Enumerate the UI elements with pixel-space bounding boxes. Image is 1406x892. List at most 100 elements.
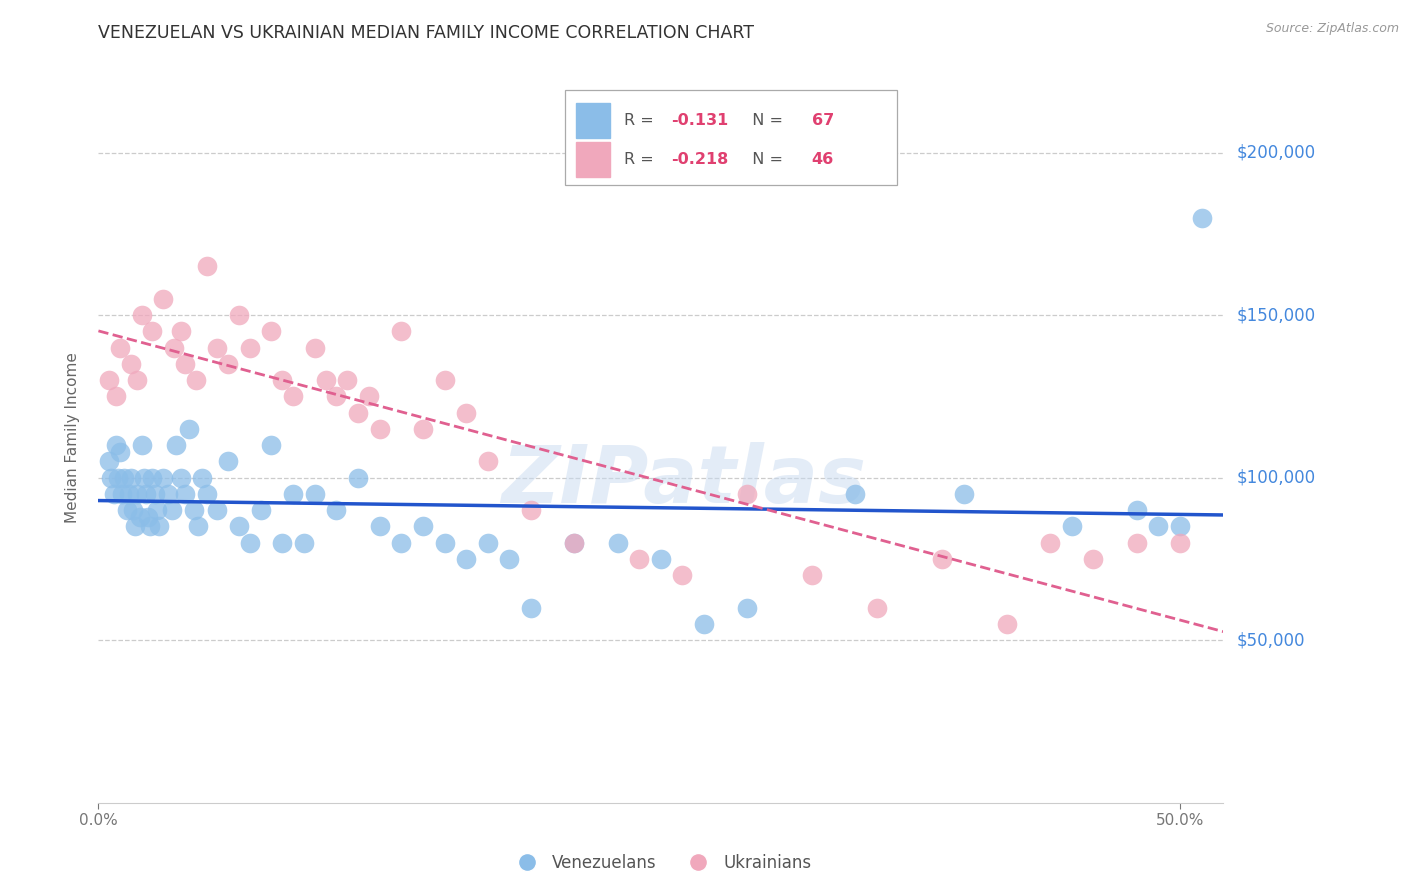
- Point: [1168, 535, 1191, 549]
- Point: [143, 487, 166, 501]
- Legend: Venezuelans, Ukrainians: Venezuelans, Ukrainians: [503, 847, 818, 879]
- Point: [179, 422, 201, 436]
- Point: [118, 487, 141, 501]
- Point: [217, 357, 239, 371]
- Text: $100,000: $100,000: [1237, 468, 1316, 487]
- Text: N =: N =: [742, 113, 787, 128]
- Text: -0.131: -0.131: [671, 113, 728, 128]
- Point: [174, 357, 197, 371]
- Point: [127, 373, 149, 387]
- Point: [477, 535, 499, 549]
- Point: [136, 509, 159, 524]
- Point: [239, 535, 262, 549]
- Point: [562, 535, 585, 549]
- Point: [412, 422, 434, 436]
- Point: [139, 519, 162, 533]
- Point: [271, 373, 294, 387]
- Point: [1060, 519, 1083, 533]
- Point: [844, 487, 866, 501]
- Point: [520, 503, 543, 517]
- Text: R =: R =: [624, 152, 658, 167]
- Point: [671, 568, 693, 582]
- Point: [108, 444, 131, 458]
- Text: $50,000: $50,000: [1237, 632, 1306, 649]
- Point: [1039, 535, 1062, 549]
- Point: [111, 487, 134, 501]
- Point: [357, 389, 380, 403]
- Point: [184, 373, 207, 387]
- Point: [174, 487, 197, 501]
- Text: $200,000: $200,000: [1237, 144, 1316, 161]
- Point: [191, 471, 214, 485]
- Point: [207, 503, 229, 517]
- Point: [160, 503, 183, 517]
- Point: [207, 341, 229, 355]
- Point: [650, 552, 672, 566]
- Point: [562, 535, 585, 549]
- Point: [304, 487, 326, 501]
- Text: VENEZUELAN VS UKRAINIAN MEDIAN FAMILY INCOME CORRELATION CHART: VENEZUELAN VS UKRAINIAN MEDIAN FAMILY IN…: [98, 24, 755, 42]
- Point: [127, 487, 149, 501]
- Point: [315, 373, 337, 387]
- Point: [1168, 519, 1191, 533]
- Point: [228, 308, 250, 322]
- Point: [347, 406, 370, 420]
- Point: [456, 406, 478, 420]
- Point: [195, 260, 218, 274]
- Point: [368, 519, 391, 533]
- Point: [347, 471, 370, 485]
- Point: [169, 471, 191, 485]
- Point: [132, 471, 155, 485]
- Point: [271, 535, 294, 549]
- Point: [433, 535, 456, 549]
- Text: 67: 67: [811, 113, 834, 128]
- Point: [281, 487, 304, 501]
- Point: [1125, 503, 1147, 517]
- Point: [163, 341, 186, 355]
- Point: [217, 454, 239, 468]
- Bar: [576, 142, 610, 177]
- Point: [412, 519, 434, 533]
- Point: [292, 535, 315, 549]
- Point: [141, 471, 163, 485]
- Text: N =: N =: [742, 152, 787, 167]
- Point: [120, 471, 142, 485]
- Point: [456, 552, 478, 566]
- Point: [1191, 211, 1213, 225]
- Point: [281, 389, 304, 403]
- Point: [103, 487, 125, 501]
- Y-axis label: Median Family Income: Median Family Income: [65, 351, 80, 523]
- Point: [336, 373, 359, 387]
- Point: [165, 438, 187, 452]
- Text: R =: R =: [624, 113, 658, 128]
- Point: [239, 341, 262, 355]
- FancyBboxPatch shape: [565, 90, 897, 185]
- Point: [183, 503, 205, 517]
- Point: [120, 357, 142, 371]
- Point: [135, 487, 157, 501]
- Point: [260, 438, 283, 452]
- Point: [141, 325, 163, 339]
- Point: [98, 373, 121, 387]
- Point: [156, 487, 179, 501]
- Point: [249, 503, 271, 517]
- Point: [389, 535, 412, 549]
- Point: [112, 471, 135, 485]
- Text: ZIPatlas: ZIPatlas: [501, 442, 866, 520]
- Point: [108, 341, 131, 355]
- Point: [737, 600, 759, 615]
- Point: [122, 503, 145, 517]
- Point: [152, 292, 174, 306]
- Bar: [576, 103, 610, 138]
- Point: [737, 487, 759, 501]
- Point: [98, 454, 121, 468]
- Point: [1125, 535, 1147, 549]
- Point: [115, 503, 138, 517]
- Point: [148, 519, 170, 533]
- Point: [498, 552, 520, 566]
- Point: [477, 454, 499, 468]
- Point: [169, 325, 191, 339]
- Point: [1083, 552, 1105, 566]
- Point: [104, 438, 127, 452]
- Point: [606, 535, 628, 549]
